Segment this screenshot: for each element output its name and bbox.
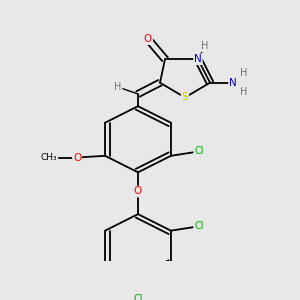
Text: Cl: Cl xyxy=(194,146,204,156)
Text: CH₃: CH₃ xyxy=(41,153,57,162)
Text: N: N xyxy=(194,54,202,64)
Text: H: H xyxy=(201,41,209,51)
Text: N: N xyxy=(229,78,237,88)
Text: S: S xyxy=(182,92,188,103)
Text: O: O xyxy=(134,187,142,196)
Text: H: H xyxy=(240,87,248,97)
Text: H: H xyxy=(114,82,122,92)
Text: Cl: Cl xyxy=(194,221,204,231)
Text: Cl: Cl xyxy=(133,294,143,300)
Text: O: O xyxy=(144,34,152,44)
Text: H: H xyxy=(240,68,248,78)
Text: O: O xyxy=(73,152,81,163)
